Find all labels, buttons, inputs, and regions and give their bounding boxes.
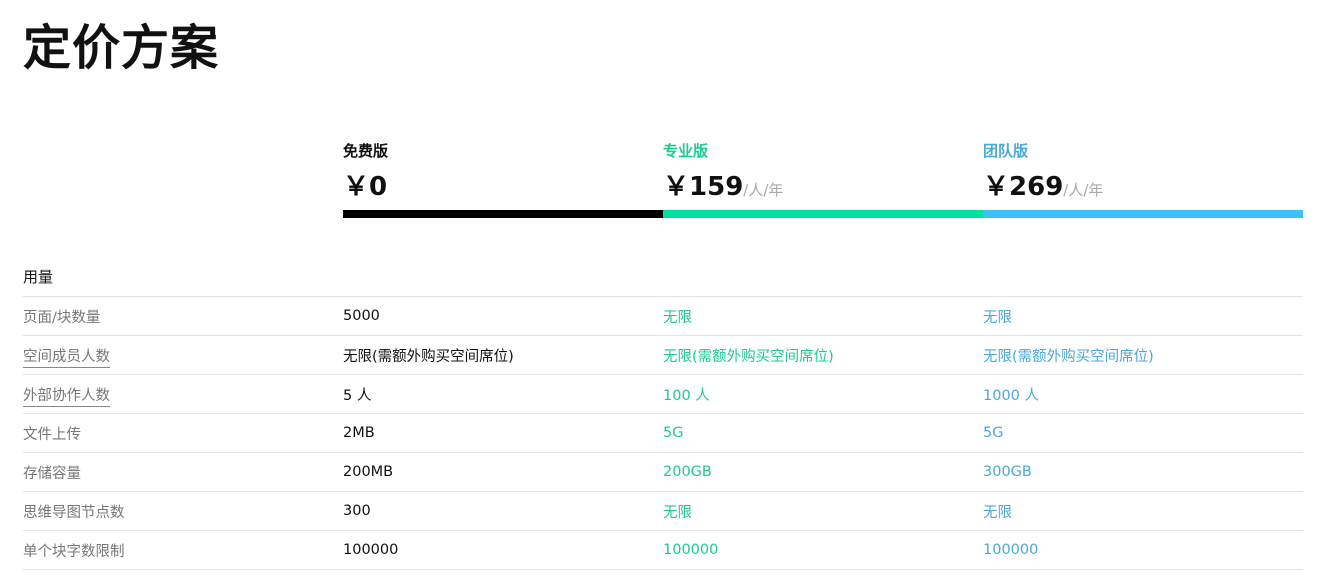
- table-row: 页面/块数量 5000 无限 无限: [23, 297, 1303, 336]
- price-unit: /人/年: [1063, 181, 1104, 199]
- feature-value: 200GB: [663, 464, 712, 480]
- feature-value: 无限(需额外购买空间席位): [663, 348, 834, 365]
- table-row: 存储容量 200MB 200GB 300GB: [23, 453, 1303, 492]
- plan-name: 免费版: [343, 142, 389, 160]
- page-title: 定价方案: [23, 20, 220, 76]
- feature-label: 单个块字数限制: [23, 543, 125, 560]
- plan-price: ￥ 0: [343, 166, 663, 210]
- plan-headers: 免费版 ￥ 0 专业版 ￥ 159/人/年 团队版 ￥ 269/人/年: [343, 140, 1303, 218]
- feature-value: 100000: [663, 542, 719, 558]
- table-row: 思维导图节点数 300 无限 无限: [23, 492, 1303, 531]
- feature-label[interactable]: 外部协作人数: [23, 387, 110, 407]
- price-value: 269: [1009, 172, 1064, 202]
- plan-name: 团队版: [983, 142, 1029, 160]
- feature-value: 1000 人: [983, 387, 1040, 404]
- feature-value: 300GB: [983, 464, 1032, 480]
- feature-value: 100000: [343, 542, 399, 558]
- feature-value: 无限: [663, 504, 692, 521]
- feature-label: 存储容量: [23, 465, 81, 482]
- feature-value: 5G: [983, 425, 1004, 441]
- plan-price: ￥ 269/人/年: [983, 166, 1303, 210]
- price-unit: /人/年: [743, 181, 784, 199]
- table-row: 空间成员人数 无限(需额外购买空间席位) 无限(需额外购买空间席位) 无限(需额外购买…: [23, 336, 1303, 375]
- feature-value: 无限: [663, 309, 692, 326]
- feature-label[interactable]: 空间成员人数: [23, 348, 110, 368]
- feature-label: 思维导图节点数: [23, 504, 125, 521]
- feature-label: 页面/块数量: [23, 309, 101, 326]
- feature-value: 2MB: [343, 425, 375, 441]
- feature-value: 100 人: [663, 387, 710, 404]
- feature-value: 无限: [983, 504, 1012, 521]
- table-row: 外部协作人数 5 人 100 人 1000 人: [23, 375, 1303, 414]
- feature-value: 5G: [663, 425, 684, 441]
- currency: ￥: [663, 172, 690, 202]
- plan-color-bar: [343, 210, 663, 218]
- plan-column: 专业版 ￥ 159/人/年: [663, 140, 983, 218]
- feature-value: 100000: [983, 542, 1039, 558]
- feature-value: 无限: [983, 309, 1012, 326]
- feature-value: 无限(需额外购买空间席位): [983, 348, 1154, 365]
- plan-name: 专业版: [663, 142, 709, 160]
- price-value: 0: [369, 172, 388, 202]
- feature-table: 页面/块数量 5000 无限 无限 空间成员人数 无限(需额外购买空间席位) 无限(需额外购…: [23, 296, 1303, 570]
- price-value: 159: [689, 172, 744, 202]
- plan-price: ￥ 159/人/年: [663, 166, 983, 210]
- feature-value: 200MB: [343, 464, 394, 480]
- feature-label: 文件上传: [23, 426, 81, 443]
- plan-color-bar: [663, 210, 983, 218]
- plan-column: 免费版 ￥ 0: [343, 140, 663, 218]
- feature-value: 5 人: [343, 387, 372, 404]
- plan-color-bar: [983, 210, 1303, 218]
- currency: ￥: [983, 172, 1010, 202]
- table-row: 文件上传 2MB 5G 5G: [23, 414, 1303, 453]
- feature-value: 5000: [343, 308, 380, 324]
- table-row: 单个块字数限制 100000 100000 100000: [23, 531, 1303, 570]
- section-title: 用量: [23, 268, 54, 286]
- feature-value: 无限(需额外购买空间席位): [343, 348, 514, 365]
- currency: ￥: [343, 172, 370, 202]
- feature-value: 300: [343, 503, 371, 519]
- plan-column: 团队版 ￥ 269/人/年: [983, 140, 1303, 218]
